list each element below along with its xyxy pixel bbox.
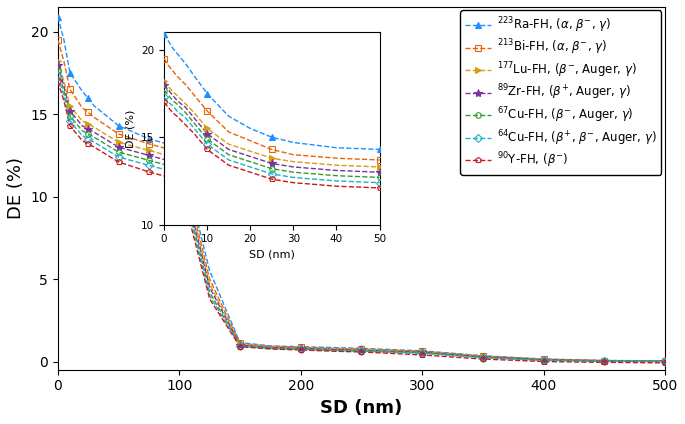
Legend: $^{223}$Ra-FH, ($\alpha$, $\beta^{-}$, $\gamma$), $^{213}$Bi-FH, ($\alpha$, $\be: $^{223}$Ra-FH, ($\alpha$, $\beta^{-}$, $… [460,11,662,175]
Y-axis label: DE (%): DE (%) [7,157,25,219]
X-axis label: SD (nm): SD (nm) [321,399,403,417]
